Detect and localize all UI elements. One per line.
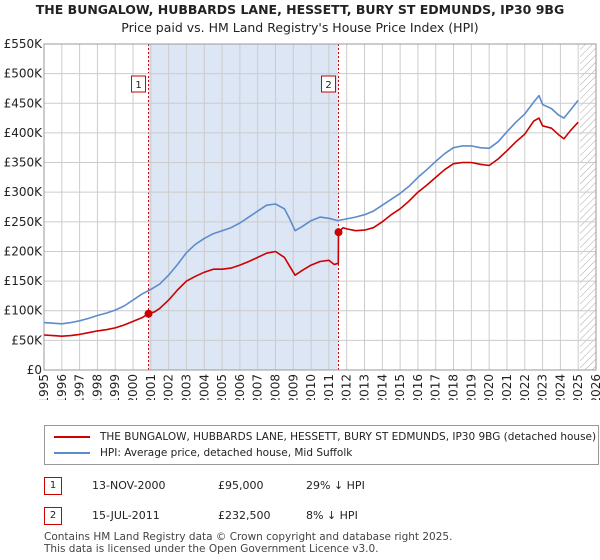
x-tick-label: 2007 bbox=[251, 374, 265, 400]
transaction-hpi-diff: 8% ↓ HPI bbox=[306, 509, 358, 522]
legend-swatch-blue bbox=[54, 452, 90, 454]
x-tick-label: 2014 bbox=[375, 374, 389, 400]
x-tick-label: 2020 bbox=[482, 374, 496, 400]
transaction-row: 1 13-NOV-2000 £95,000 29% ↓ HPI bbox=[44, 477, 597, 497]
footer-line-1: Contains HM Land Registry data © Crown c… bbox=[44, 531, 453, 543]
x-tick-label: 1995 bbox=[37, 374, 51, 400]
x-tick-label: 2001 bbox=[144, 374, 158, 400]
chart-title-main: THE BUNGALOW, HUBBARDS LANE, HESSETT, BU… bbox=[35, 2, 565, 17]
x-tick-label: 2006 bbox=[233, 374, 247, 400]
transaction-date: 15-JUL-2011 bbox=[92, 509, 160, 522]
x-tick-label: 2004 bbox=[197, 374, 211, 400]
x-tick-label: 1997 bbox=[73, 374, 87, 400]
transaction-price: £95,000 bbox=[218, 479, 264, 492]
x-tick-label: 2015 bbox=[393, 374, 407, 400]
legend-swatch-red bbox=[54, 436, 90, 438]
price-chart: £0 £50K £100K £150K £200K £250K £300K £350K £400… bbox=[4, 37, 600, 400]
x-tick-label: 2008 bbox=[268, 374, 282, 400]
sale-label-box bbox=[321, 75, 337, 93]
transaction-price: £232,500 bbox=[218, 509, 271, 522]
x-tick-label: 1998 bbox=[90, 374, 104, 400]
x-tick-label: 2012 bbox=[340, 374, 354, 400]
y-tick-label: £150K bbox=[4, 274, 44, 288]
x-tick-label: 2003 bbox=[179, 374, 193, 400]
x-tick-label: 2000 bbox=[126, 374, 140, 400]
ownership-period-shade bbox=[148, 44, 339, 370]
x-tick-label: 2022 bbox=[518, 374, 532, 400]
x-tick-label: 2011 bbox=[322, 374, 336, 400]
transaction-hpi-diff: 29% ↓ HPI bbox=[306, 479, 365, 492]
chart-legend: THE BUNGALOW, HUBBARDS LANE, HESSETT, BU… bbox=[44, 425, 599, 465]
plot-frame bbox=[43, 43, 597, 371]
y-tick-label: £500K bbox=[4, 67, 44, 81]
sale-label-text: 2 bbox=[325, 80, 331, 91]
y-tick-label: £550K bbox=[4, 37, 44, 51]
x-tick-label: 2026 bbox=[589, 374, 600, 400]
y-tick-label: £50K bbox=[11, 333, 43, 347]
property-price-line bbox=[43, 117, 579, 338]
sale-point-marker bbox=[144, 309, 153, 318]
y-tick-label: £450K bbox=[4, 96, 44, 110]
x-tick-label: 2024 bbox=[553, 374, 567, 400]
sale-point-marker bbox=[334, 228, 343, 237]
x-tick-label: 2013 bbox=[358, 374, 372, 400]
sale-label-text: 1 bbox=[135, 80, 141, 91]
y-tick-label: £350K bbox=[4, 156, 44, 170]
forecast-hatch-region bbox=[579, 44, 596, 370]
x-tick-label: 1999 bbox=[108, 374, 122, 400]
transaction-number-badge: 2 bbox=[44, 507, 62, 525]
x-tick-label: 2010 bbox=[304, 374, 318, 400]
x-tick-label: 1996 bbox=[55, 374, 69, 400]
y-tick-label: £100K bbox=[4, 304, 44, 318]
x-tick-label: 2023 bbox=[536, 374, 550, 400]
y-tick-label: £300K bbox=[4, 185, 44, 199]
footer-line-2: This data is licensed under the Open Gov… bbox=[44, 543, 379, 555]
x-tick-label: 2002 bbox=[162, 374, 176, 400]
x-tick-label: 2025 bbox=[571, 374, 585, 400]
sale-label-box bbox=[131, 75, 147, 93]
legend-label-property: THE BUNGALOW, HUBBARDS LANE, HESSETT, BU… bbox=[100, 431, 597, 443]
legend-label-hpi: HPI: Average price, detached house, Mid … bbox=[100, 447, 353, 459]
x-tick-label: 2021 bbox=[500, 374, 514, 400]
transaction-date: 13-NOV-2000 bbox=[92, 479, 166, 492]
x-tick-label: 2016 bbox=[411, 374, 425, 400]
x-tick-label: 2009 bbox=[286, 374, 300, 400]
x-tick-label: 2005 bbox=[215, 374, 229, 400]
chart-title: THE BUNGALOW, HUBBARDS LANE, HESSETT, BU… bbox=[0, 1, 600, 37]
chart-subtitle: Price paid vs. HM Land Registry's House … bbox=[121, 20, 479, 35]
y-tick-label: £400K bbox=[4, 126, 44, 140]
y-tick-label: £0 bbox=[27, 363, 42, 377]
footer-attribution: Contains HM Land Registry data © Crown c… bbox=[44, 531, 452, 555]
y-tick-label: £250K bbox=[4, 215, 44, 229]
hpi-line bbox=[43, 94, 579, 325]
x-tick-label: 2018 bbox=[447, 374, 461, 400]
y-tick-label: £200K bbox=[4, 244, 44, 258]
x-tick-label: 2019 bbox=[464, 374, 478, 400]
transaction-row: 2 15-JUL-2011 £232,500 8% ↓ HPI bbox=[44, 507, 597, 527]
transaction-number-badge: 1 bbox=[44, 477, 62, 495]
x-tick-label: 2017 bbox=[429, 374, 443, 400]
